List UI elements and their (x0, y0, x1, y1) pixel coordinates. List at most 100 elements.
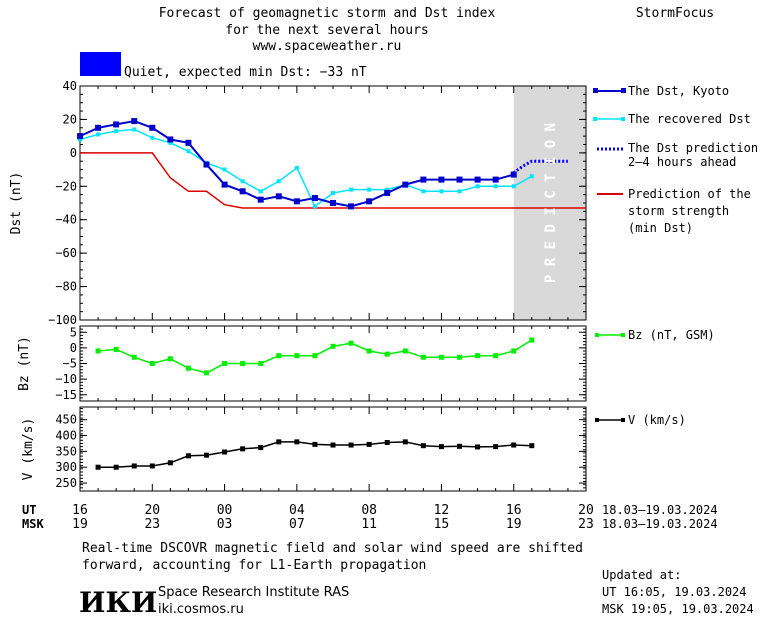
solar-wind-speed-point (204, 452, 209, 458)
legend-v-marker (621, 418, 625, 422)
msk-axis-label: MSK (22, 517, 44, 531)
dst-kyoto-point (149, 124, 156, 131)
y-axis-label: V (km/s) (21, 418, 36, 481)
solar-wind-speed-point (366, 441, 372, 447)
bz-point (276, 353, 282, 359)
legend: The Dst, Kyoto The recovered Dst The Dst… (593, 84, 758, 427)
dst-kyoto-point (311, 194, 318, 201)
bz-point (384, 351, 390, 357)
dst-kyoto-point (167, 136, 174, 143)
status-text: Quiet, expected min Dst: −33 nT (124, 65, 367, 80)
msk-tick-label: 19 (72, 517, 88, 532)
msk-tick-label: 15 (434, 517, 450, 532)
y-tick-label: 450 (55, 413, 77, 427)
bz-point (167, 356, 173, 362)
msk-tick-label: 07 (289, 517, 305, 532)
msk-date-range: 18.03–19.03.2024 (602, 517, 718, 531)
brand-name: StormFocus (636, 6, 714, 21)
institute-name: Space Research Institute RAS (158, 585, 349, 600)
prediction-band-label: P R E D I C T I O N (543, 123, 559, 283)
bz-point (95, 348, 101, 354)
recovered-dst-point (349, 187, 354, 192)
dst-kyoto-point (510, 171, 517, 178)
solar-wind-speed-point (276, 439, 282, 445)
recovered-dst-point (132, 127, 137, 132)
bz-point (511, 348, 517, 354)
bz-point (294, 353, 300, 359)
updated-label: Updated at: (602, 568, 681, 582)
solar-wind-speed-point (384, 440, 390, 446)
dst-kyoto-point (456, 176, 463, 183)
y-tick-label: 20 (63, 112, 77, 126)
dst-panel: 40 20 0 −20 −40 −60 −80 −100 Dst (nT) (9, 79, 587, 327)
bz-point (113, 346, 119, 352)
ut-tick-label: 04 (289, 503, 305, 518)
legend-strength-1: Prediction of the (628, 187, 751, 201)
bz-point (420, 354, 426, 360)
recovered-dst-point (258, 189, 263, 194)
ut-tick-label: 20 (144, 503, 160, 518)
iki-logo: ИКИ (79, 586, 157, 619)
y-tick-label: −40 (55, 213, 77, 227)
bz-point (438, 354, 444, 360)
dst-kyoto-point (203, 161, 210, 168)
bz-point (529, 337, 535, 343)
solar-wind-speed-point (222, 449, 228, 455)
legend-recovered-marker (621, 117, 625, 121)
recovered-dst-point (529, 174, 534, 179)
legend-strength-3: (min Dst) (628, 221, 693, 235)
solar-wind-speed-point (95, 464, 101, 470)
y-tick-label: −80 (55, 280, 77, 294)
legend-recovered-marker (593, 117, 597, 121)
legend-dst-kyoto-marker (593, 88, 598, 93)
bz-point (149, 361, 155, 366)
dst-kyoto-point (257, 196, 264, 203)
y-axis-label: Bz (nT) (17, 336, 32, 391)
msk-tick-label: 19 (506, 517, 522, 532)
dst-kyoto-point (330, 200, 336, 206)
solar-wind-speed-point (167, 460, 173, 466)
solar-wind-speed-point (312, 441, 318, 447)
legend-v-marker (595, 418, 599, 422)
msk-tick-label: 23 (578, 517, 594, 532)
legend-recovered: The recovered Dst (628, 112, 751, 126)
ut-axis-label: UT (22, 503, 36, 517)
y-tick-label: 0 (70, 341, 77, 355)
solar-wind-speed-point (294, 439, 300, 445)
panel-frame (79, 325, 587, 402)
recovered-dst-point (114, 129, 119, 134)
solar-wind-speed-point (240, 446, 246, 452)
recovered-dst-point (222, 167, 227, 172)
recovered-dst-point (294, 165, 299, 170)
panel-frame (79, 406, 587, 492)
dst-kyoto-point (492, 176, 499, 183)
ut-date-range: 18.03–19.03.2024 (602, 503, 718, 517)
prediction-band (513, 86, 586, 320)
institute-site[interactable]: iki.cosmos.ru (158, 602, 244, 617)
bz-panel: 5 0 −5−10 −15 Bz (nT) (17, 325, 587, 402)
y-tick-label: 300 (55, 460, 77, 474)
ut-tick-label: 00 (217, 503, 233, 518)
y-tick-label: −60 (55, 246, 77, 260)
solar-wind-speed-point (330, 442, 336, 448)
legend-dst-kyoto-marker (621, 88, 626, 93)
recovered-dst-point (240, 179, 245, 184)
bz-point (330, 343, 336, 349)
dst-kyoto-point (221, 181, 228, 188)
solar-wind-speed-point (420, 443, 426, 449)
solar-wind-speed-point (131, 463, 137, 469)
legend-bz-marker (595, 333, 599, 337)
legend-dst-kyoto: The Dst, Kyoto (628, 84, 729, 98)
recovered-dst-point (493, 184, 498, 189)
dst-prediction-line (512, 159, 568, 175)
solar-wind-speed-point (258, 445, 264, 451)
ut-tick-label: 12 (434, 503, 450, 518)
y-tick-label: 350 (55, 444, 77, 458)
solar-wind-speed-point (149, 463, 155, 469)
recovered-dst-point (367, 187, 372, 192)
recovered-dst-point (276, 179, 281, 184)
updated-msk: MSK 19:05, 19.03.2024 (602, 602, 754, 616)
